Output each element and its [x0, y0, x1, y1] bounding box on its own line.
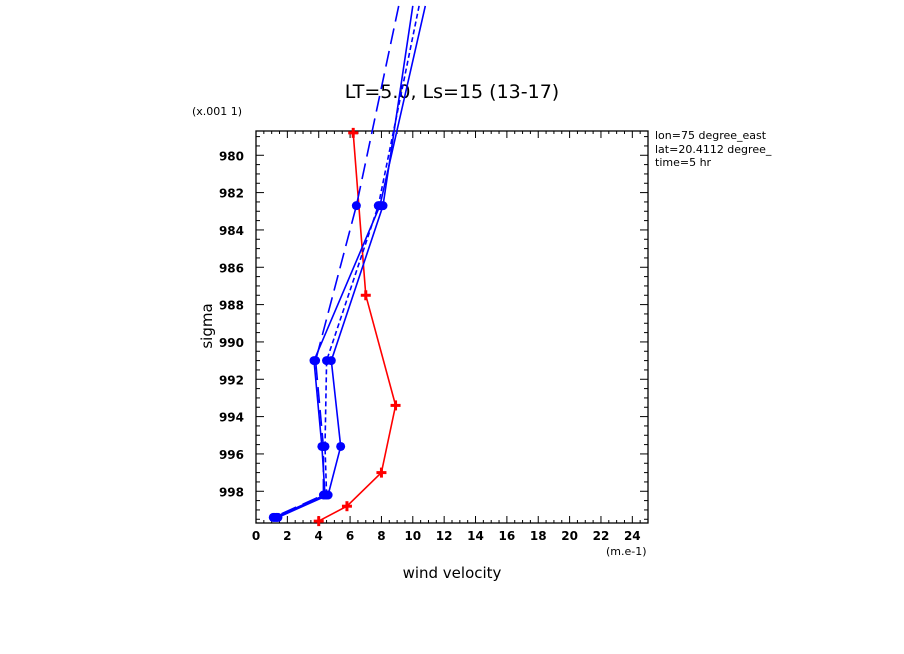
y-tick-label: 982 — [219, 187, 244, 201]
x-tick-label: 20 — [561, 529, 578, 543]
y-tick-label: 980 — [219, 149, 244, 163]
y-tick-label: 994 — [219, 411, 244, 425]
x-unit-label: (m.e-1) — [606, 545, 647, 558]
data-point — [271, 512, 281, 522]
x-tick-label: 24 — [624, 529, 641, 543]
series-line-3 — [277, 5, 414, 519]
x-tick-label: 4 — [315, 529, 323, 543]
x-tick-label: 12 — [436, 529, 453, 543]
data-point — [376, 467, 387, 478]
data-point — [348, 127, 359, 138]
series-group — [272, 5, 427, 522]
x-tick-label: 16 — [499, 529, 516, 543]
data-point — [336, 441, 346, 451]
data-point — [313, 516, 324, 527]
data-point — [390, 400, 401, 411]
x-tick-label: 18 — [530, 529, 547, 543]
annotation-time: time=5 hr — [655, 156, 712, 169]
x-tick-label: 8 — [377, 529, 385, 543]
y-tick-label: 986 — [219, 261, 244, 275]
x-tick-label: 22 — [593, 529, 610, 543]
y-tick-label: 998 — [219, 485, 244, 499]
y-tick-label: 984 — [219, 224, 244, 238]
y-tick-label: 992 — [219, 373, 244, 387]
data-point — [320, 441, 330, 451]
y-tick-label: 996 — [219, 448, 244, 462]
y-tick-label: 988 — [219, 299, 244, 313]
data-point — [373, 201, 383, 211]
data-point — [322, 490, 332, 500]
x-tick-label: 6 — [346, 529, 354, 543]
x-tick-label: 0 — [252, 529, 260, 543]
series-line-5 — [276, 5, 420, 519]
data-point — [360, 290, 371, 301]
markers-group — [268, 127, 401, 527]
y-axis-label: sigma — [198, 303, 216, 348]
plot-frame — [255, 130, 649, 524]
x-tick-label: 10 — [404, 529, 421, 543]
data-point — [341, 501, 352, 512]
data-point — [351, 201, 361, 211]
axes: 0 2 4 6 8 10 12 14 16 18 20 22 249809829849869889909… — [219, 130, 649, 543]
data-point — [322, 356, 332, 366]
info-annotations: lon=75 degree_east lat=20.4112 degree_ t… — [655, 129, 772, 169]
series-line-1 — [318, 132, 397, 522]
x-tick-label: 2 — [283, 529, 291, 543]
chart-title: LT=5.0, Ls=15 (13-17) — [345, 81, 559, 103]
data-point — [311, 356, 321, 366]
annotation-lat: lat=20.4112 degree_ — [655, 143, 772, 156]
y-unit-label: (x.001 1) — [192, 105, 242, 118]
annotation-lon: lon=75 degree_east — [655, 129, 767, 142]
series-line-4 — [272, 5, 400, 519]
y-tick-label: 990 — [219, 336, 244, 350]
x-axis-label: wind velocity — [403, 564, 502, 582]
x-tick-label: 14 — [467, 529, 484, 543]
